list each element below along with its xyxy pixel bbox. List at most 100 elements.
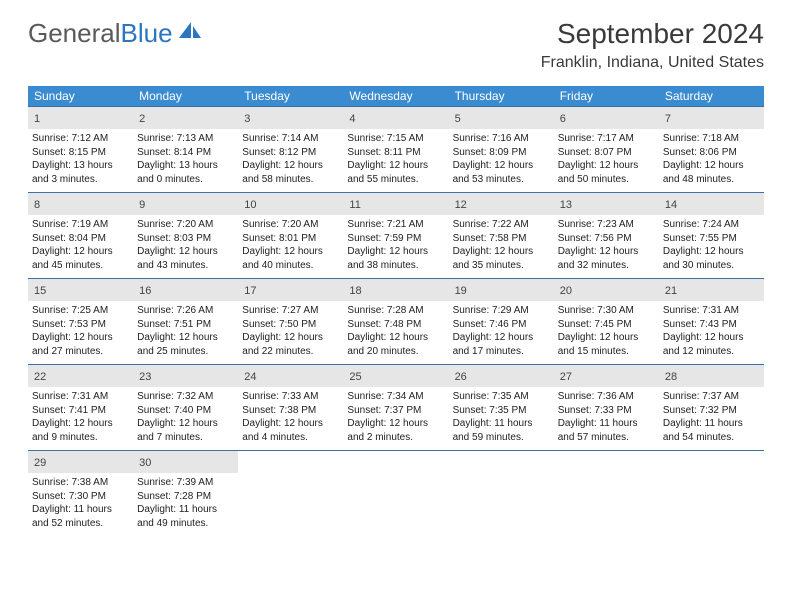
day-header: Thursday xyxy=(449,86,554,106)
day-header: Saturday xyxy=(659,86,764,106)
cell-details: Sunrise: 7:19 AMSunset: 8:04 PMDaylight:… xyxy=(32,218,129,272)
day-number-row: 26 xyxy=(449,365,554,387)
day-number: 19 xyxy=(455,285,467,297)
calendar-cell: 11Sunrise: 7:21 AMSunset: 7:59 PMDayligh… xyxy=(343,193,448,278)
day-number: 23 xyxy=(139,371,151,383)
day-number: 30 xyxy=(139,457,151,469)
day-header: Friday xyxy=(554,86,659,106)
week-row: 22Sunrise: 7:31 AMSunset: 7:41 PMDayligh… xyxy=(28,364,764,450)
calendar-body: 1 Sunrise: 7:12 AMSunset: 8:15 PMDaylight… xyxy=(28,106,764,536)
cell-details: Sunrise: 7:33 AMSunset: 7:38 PMDaylight:… xyxy=(242,390,339,444)
day-number: 20 xyxy=(560,285,572,297)
logo-text-gray: General xyxy=(28,18,121,49)
calendar-cell: 23Sunrise: 7:32 AMSunset: 7:40 PMDayligh… xyxy=(133,365,238,450)
day-headers-row: SundayMondayTuesdayWednesdayThursdayFrid… xyxy=(28,86,764,106)
logo: GeneralBlue xyxy=(28,18,203,49)
day-number: 17 xyxy=(244,285,256,297)
day-number-row: 27 xyxy=(554,365,659,387)
cell-details: Sunrise: 7:30 AMSunset: 7:45 PMDaylight:… xyxy=(558,304,655,358)
week-row: 15 Sunrise: 7:25 AMSunset: 7:53 PMDayligh… xyxy=(28,278,764,364)
calendar-cell: 14 Sunrise: 7:24 AMSunset: 7:55 PMDayligh… xyxy=(659,193,764,278)
calendar-cell: 26Sunrise: 7:35 AMSunset: 7:35 PMDayligh… xyxy=(449,365,554,450)
calendar-cell: 13 Sunrise: 7:23 AMSunset: 7:56 PMDayligh… xyxy=(554,193,659,278)
cell-details: Sunrise: 7:23 AMSunset: 7:56 PMDaylight:… xyxy=(558,218,655,272)
day-number-row: 22 xyxy=(28,365,133,387)
week-row: 29Sunrise: 7:38 AMSunset: 7:30 PMDayligh… xyxy=(28,450,764,536)
calendar-cell: 2Sunrise: 7:13 AMSunset: 8:14 PMDaylight… xyxy=(133,107,238,192)
cell-details: Sunrise: 7:25 AMSunset: 7:53 PMDaylight:… xyxy=(32,304,129,358)
day-header: Tuesday xyxy=(238,86,343,106)
calendar-cell: 12 Sunrise: 7:22 AMSunset: 7:58 PMDayligh… xyxy=(449,193,554,278)
day-number-row: 16 xyxy=(133,279,238,301)
day-number: 29 xyxy=(34,457,46,469)
day-number: 12 xyxy=(455,199,467,211)
cell-details: Sunrise: 7:22 AMSunset: 7:58 PMDaylight:… xyxy=(453,218,550,272)
day-number-row: 4 xyxy=(343,107,448,129)
calendar-cell: 25 Sunrise: 7:34 AMSunset: 7:37 PMDayligh… xyxy=(343,365,448,450)
week-row: 1 Sunrise: 7:12 AMSunset: 8:15 PMDaylight… xyxy=(28,106,764,192)
calendar-cell: 19Sunrise: 7:29 AMSunset: 7:46 PMDayligh… xyxy=(449,279,554,364)
day-number-row: 3 xyxy=(238,107,343,129)
day-number-row: 21 xyxy=(659,279,764,301)
calendar-cell xyxy=(238,451,343,536)
cell-details: Sunrise: 7:14 AMSunset: 8:12 PMDaylight:… xyxy=(242,132,339,186)
day-number: 2 xyxy=(139,113,145,125)
cell-details: Sunrise: 7:39 AMSunset: 7:28 PMDaylight:… xyxy=(137,476,234,530)
day-number: 14 xyxy=(665,199,677,211)
title-block: September 2024 Franklin, Indiana, United… xyxy=(541,18,764,72)
day-number-row: 7 xyxy=(659,107,764,129)
cell-details: Sunrise: 7:24 AMSunset: 7:55 PMDaylight:… xyxy=(663,218,760,272)
calendar-cell: 28 Sunrise: 7:37 AMSunset: 7:32 PMDayligh… xyxy=(659,365,764,450)
page-header: GeneralBlue September 2024 Franklin, Ind… xyxy=(0,0,792,78)
day-number-row: 13 xyxy=(554,193,659,215)
calendar-cell: 17 Sunrise: 7:27 AMSunset: 7:50 PMDayligh… xyxy=(238,279,343,364)
day-number: 16 xyxy=(139,285,151,297)
calendar-cell: 4Sunrise: 7:15 AMSunset: 8:11 PMDaylight… xyxy=(343,107,448,192)
day-number: 4 xyxy=(349,113,355,125)
day-number: 5 xyxy=(455,113,461,125)
day-number: 1 xyxy=(34,113,40,125)
cell-details: Sunrise: 7:37 AMSunset: 7:32 PMDaylight:… xyxy=(663,390,760,444)
cell-details: Sunrise: 7:21 AMSunset: 7:59 PMDaylight:… xyxy=(347,218,444,272)
day-number: 26 xyxy=(455,371,467,383)
day-number: 13 xyxy=(560,199,572,211)
calendar-cell xyxy=(449,451,554,536)
day-number-row: 6 xyxy=(554,107,659,129)
calendar-cell: 30 Sunrise: 7:39 AMSunset: 7:28 PMDayligh… xyxy=(133,451,238,536)
calendar-cell: 15 Sunrise: 7:25 AMSunset: 7:53 PMDayligh… xyxy=(28,279,133,364)
day-number: 27 xyxy=(560,371,572,383)
calendar-cell: 5 Sunrise: 7:16 AMSunset: 8:09 PMDaylight… xyxy=(449,107,554,192)
cell-details: Sunrise: 7:16 AMSunset: 8:09 PMDaylight:… xyxy=(453,132,550,186)
calendar: SundayMondayTuesdayWednesdayThursdayFrid… xyxy=(28,86,764,536)
day-number-row: 25 xyxy=(343,365,448,387)
calendar-cell: 16 Sunrise: 7:26 AMSunset: 7:51 PMDayligh… xyxy=(133,279,238,364)
day-header: Monday xyxy=(133,86,238,106)
calendar-cell xyxy=(659,451,764,536)
calendar-cell: 24Sunrise: 7:33 AMSunset: 7:38 PMDayligh… xyxy=(238,365,343,450)
day-number: 18 xyxy=(349,285,361,297)
day-number-row: 1 xyxy=(28,107,133,129)
calendar-cell: 3 Sunrise: 7:14 AMSunset: 8:12 PMDaylight… xyxy=(238,107,343,192)
calendar-cell: 20 Sunrise: 7:30 AMSunset: 7:45 PMDayligh… xyxy=(554,279,659,364)
calendar-cell: 18 Sunrise: 7:28 AMSunset: 7:48 PMDayligh… xyxy=(343,279,448,364)
day-number: 25 xyxy=(349,371,361,383)
day-number-row: 20 xyxy=(554,279,659,301)
location-text: Franklin, Indiana, United States xyxy=(541,54,764,72)
cell-details: Sunrise: 7:27 AMSunset: 7:50 PMDaylight:… xyxy=(242,304,339,358)
cell-details: Sunrise: 7:26 AMSunset: 7:51 PMDaylight:… xyxy=(137,304,234,358)
day-number-row: 30 xyxy=(133,451,238,473)
day-number-row: 15 xyxy=(28,279,133,301)
calendar-cell: 29Sunrise: 7:38 AMSunset: 7:30 PMDayligh… xyxy=(28,451,133,536)
cell-details: Sunrise: 7:28 AMSunset: 7:48 PMDaylight:… xyxy=(347,304,444,358)
day-number: 10 xyxy=(244,199,256,211)
cell-details: Sunrise: 7:34 AMSunset: 7:37 PMDaylight:… xyxy=(347,390,444,444)
calendar-cell: 8Sunrise: 7:19 AMSunset: 8:04 PMDaylight… xyxy=(28,193,133,278)
cell-details: Sunrise: 7:20 AMSunset: 8:01 PMDaylight:… xyxy=(242,218,339,272)
day-number: 15 xyxy=(34,285,46,297)
sail-icon xyxy=(177,18,203,49)
day-number-row: 28 xyxy=(659,365,764,387)
day-number-row: 17 xyxy=(238,279,343,301)
week-row: 8Sunrise: 7:19 AMSunset: 8:04 PMDaylight… xyxy=(28,192,764,278)
cell-details: Sunrise: 7:12 AMSunset: 8:15 PMDaylight:… xyxy=(32,132,129,186)
day-number-row: 5 xyxy=(449,107,554,129)
